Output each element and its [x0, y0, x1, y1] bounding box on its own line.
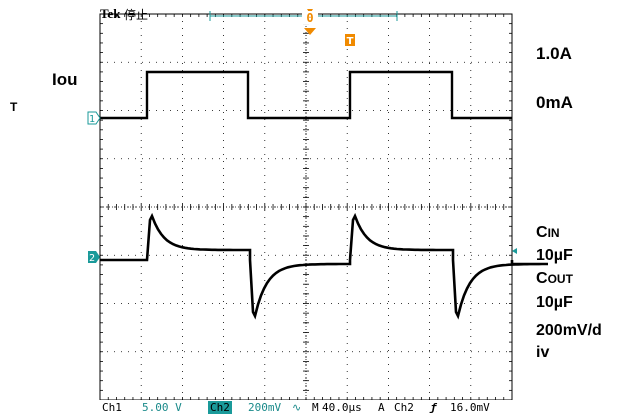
trigger-slope-icon: ƒ	[430, 401, 437, 414]
svg-text:0: 0	[306, 11, 313, 25]
cin-label: CIN	[536, 224, 560, 241]
ch2-offset-arrow	[512, 248, 517, 254]
cout-value: 10µF	[536, 294, 573, 311]
trigger-level-marker[interactable]: T	[345, 34, 355, 47]
brand-logo: Tek	[100, 6, 121, 21]
trigger-position-marker[interactable]: 0	[302, 9, 318, 35]
svg-text:T: T	[347, 36, 354, 47]
current-high-label: 1.0A	[536, 44, 572, 63]
trigger-source[interactable]: Ch2	[394, 401, 414, 414]
current-low-label: 0mA	[536, 93, 573, 112]
scale-label-line1: 200mV/d	[536, 322, 602, 339]
ch1-label[interactable]: Ch1	[102, 401, 122, 414]
signal-name-suffix: T	[10, 100, 18, 114]
ch2-coupling-icon: ∿	[292, 401, 302, 414]
cout-label: COUT	[536, 270, 573, 287]
svg-text:1: 1	[89, 114, 95, 125]
ch1-current-trace	[100, 70, 512, 120]
ch2-ground-marker[interactable]: 2	[88, 251, 100, 264]
traces	[100, 70, 548, 320]
ch1-scale[interactable]: 5.00 V	[142, 401, 182, 414]
trigger-level[interactable]: 16.0mV	[450, 401, 490, 414]
acquisition-state: 停止	[124, 8, 149, 22]
ch2-voltage-trace	[100, 212, 548, 320]
ch2-label[interactable]: Ch2	[208, 401, 232, 414]
scale-label-line2: iv	[536, 344, 550, 361]
signal-name-label: Iou	[52, 70, 78, 89]
ch2-scale[interactable]: 200mV	[248, 401, 282, 414]
status-bar: Ch1 5.00 V Ch2 200mV ∿ M 40.0µs A Ch2 ƒ …	[100, 400, 524, 416]
trigger-mode: A	[378, 401, 385, 414]
timebase-value[interactable]: 40.0µs	[322, 401, 362, 414]
cin-value: 10µF	[536, 247, 573, 264]
svg-text:2: 2	[89, 253, 95, 264]
scope-display: 0 T 1 2	[87, 9, 548, 400]
ch1-ground-marker[interactable]: 1	[87, 111, 101, 125]
timebase-label: M	[312, 401, 319, 414]
